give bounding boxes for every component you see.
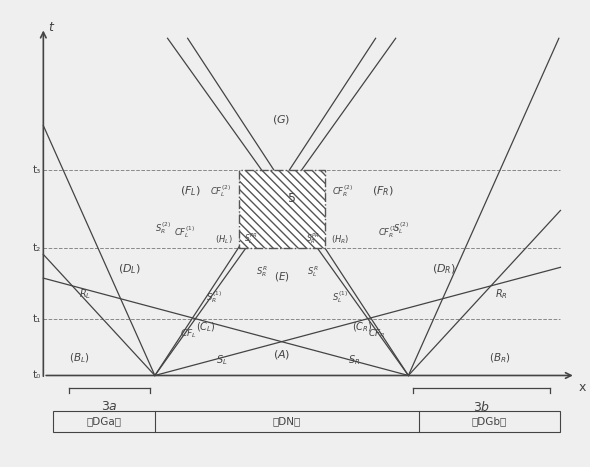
Text: 5: 5	[288, 191, 296, 205]
Text: $(G)$: $(G)$	[273, 113, 291, 127]
Text: $(D_L)$: $(D_L)$	[118, 262, 141, 276]
Text: t₀: t₀	[32, 370, 41, 381]
Text: x: x	[578, 381, 586, 394]
Text: $(D_R)$: $(D_R)$	[432, 262, 456, 276]
Text: t₃: t₃	[32, 164, 41, 175]
Text: $(E)$: $(E)$	[274, 269, 290, 283]
Text: $CF_L$: $CF_L$	[180, 327, 197, 340]
Text: $(B_L)$: $(B_L)$	[68, 351, 89, 365]
Text: t₂: t₂	[32, 243, 41, 253]
Text: $(H_L)$: $(H_L)$	[215, 234, 232, 246]
Text: （DN）: （DN）	[273, 417, 301, 427]
Text: $CF_L^{(1)}$: $CF_L^{(1)}$	[174, 224, 195, 240]
Text: $CF_R$: $CF_R$	[368, 327, 385, 340]
Text: $(C_R)$: $(C_R)$	[352, 321, 373, 334]
Text: $(C_L)$: $(C_L)$	[196, 321, 215, 334]
Text: $R_L$: $R_L$	[79, 287, 91, 301]
Text: $S_R^{(1)}$: $S_R^{(1)}$	[205, 290, 221, 305]
Text: $CF_R^{(2)}$: $CF_R^{(2)}$	[332, 184, 353, 199]
Text: $CF_R^{(1)}$: $CF_R^{(1)}$	[378, 224, 399, 240]
Text: t₁: t₁	[32, 314, 41, 324]
Text: $(B_R)$: $(B_R)$	[489, 351, 510, 365]
Text: $S_R^{(2)}$: $S_R^{(2)}$	[155, 221, 171, 236]
Text: $CF_L^{(2)}$: $CF_L^{(2)}$	[209, 184, 231, 199]
Text: （DGb）: （DGb）	[472, 417, 507, 427]
Text: $(A)$: $(A)$	[273, 348, 290, 361]
Text: $S_L^{PR}$: $S_L^{PR}$	[244, 231, 258, 246]
Text: t: t	[48, 21, 53, 34]
Text: $(H_R)$: $(H_R)$	[331, 234, 349, 246]
FancyBboxPatch shape	[238, 170, 324, 248]
Text: $3b$: $3b$	[473, 400, 490, 414]
Text: $S_R$: $S_R$	[348, 353, 360, 367]
Text: $(F_L)$: $(F_L)$	[180, 184, 201, 198]
Text: $3a$: $3a$	[101, 400, 117, 413]
Text: $S_L$: $S_L$	[216, 353, 227, 367]
Text: $S_R^R$: $S_R^R$	[256, 264, 268, 279]
Text: $R_R$: $R_R$	[494, 287, 507, 301]
Text: $S_L^{(1)}$: $S_L^{(1)}$	[332, 290, 348, 305]
Text: $S_L^R$: $S_L^R$	[307, 264, 319, 279]
Text: $S_R^{PR}$: $S_R^{PR}$	[306, 231, 320, 246]
Text: $S_L^{(2)}$: $S_L^{(2)}$	[393, 221, 409, 236]
Text: （DGa）: （DGa）	[87, 417, 122, 427]
Text: $(F_R)$: $(F_R)$	[372, 184, 394, 198]
